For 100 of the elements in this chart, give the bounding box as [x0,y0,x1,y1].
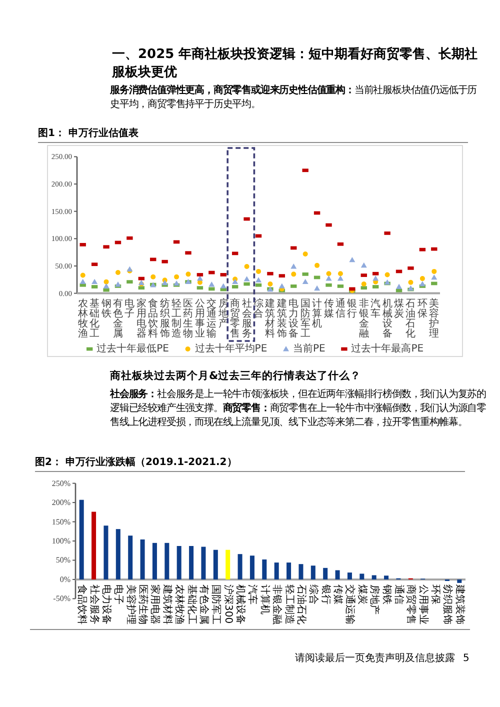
point [162,280,168,286]
chart-title: 图2： 申万行业涨跌幅（2019.1-2021.2） [35,456,465,472]
point [186,272,191,277]
x-tick-label: 美容护理 [428,297,440,340]
bar [286,562,292,580]
x-tick-label: 家用电器 [136,297,146,340]
x-tick-label: 公用事业 [194,297,205,340]
bar [250,556,254,580]
text: 社会服务是上一轮牛市领涨板块，但在近两年涨幅排行榜倒数，我们认为复苏的 [157,389,486,400]
x-tick-label: 环保 [417,298,428,320]
point [431,274,438,280]
x-tick-label: 食品饮料 [76,584,88,624]
x-tick-label: 农林牧渔 [174,584,186,624]
bar [347,572,352,580]
chart-title: 图1： 申万行业估值表 [38,127,468,143]
point [337,276,344,281]
bar [201,546,206,580]
x-tick-label: 综合 [308,584,320,604]
x-tick-label: 银行 [346,298,358,320]
point [174,280,180,286]
x-tick-label: 传媒 [332,584,344,604]
point [150,274,156,280]
point [419,281,426,286]
x-tick-label: 沪深300 [222,584,234,624]
point [408,285,414,291]
point [103,283,110,288]
x-tick-label: 汽车 [370,297,381,320]
y-tick-label: -50% [53,594,71,604]
bar [335,570,340,580]
point [244,276,250,282]
point [80,272,86,278]
x-tick-label: 煤炭 [394,297,404,320]
x-tick-label: 房地产 [368,584,381,614]
x-tick-label: 传媒 [324,298,334,320]
point [268,282,273,287]
text: 售线上化进程受损，而现在线上流量见顶、线下业态等来第二春，拉开零售重构帷幕。 [110,417,468,428]
bar [274,562,279,580]
bar [213,550,218,580]
bar [310,566,316,580]
x-tick-label: 国防军工 [300,298,310,340]
y-tick-label: 100% [52,536,71,546]
x-tick-label: 商贸零售 [230,297,240,340]
bar [176,546,182,580]
text: 服务消费估值弹性更高，商贸零售或迎来历史性估值重构： [110,85,354,96]
x-tick-label: 电子 [124,297,135,320]
legend-label: 当前PE [293,342,326,354]
x-tick-label: 电力设备 [100,584,112,624]
x-tick-label: 纺织服饰 [442,584,454,624]
point [384,272,390,278]
point [302,278,308,284]
x-tick-label: 公用事业 [417,584,430,624]
x-tick-label: 钢铁 [380,583,393,604]
point [408,280,414,285]
bar [238,554,242,580]
text: 当前社服板块估值仍远低于历 [354,85,477,96]
bar [189,546,194,580]
x-tick-label: 非银金融 [271,584,284,624]
x-tick-label: 农林牧渔 [76,298,88,340]
text: 5 [463,653,470,665]
legend-label: 过去十年平均PE [194,342,268,354]
bar [79,500,84,580]
x-tick-label: 通信 [335,297,346,320]
bar [164,542,170,580]
x-tick-label: 交通运输 [344,584,356,624]
bar [152,542,157,580]
x-tick-label: 汽车 [246,584,259,604]
point [220,283,226,288]
x-tick-label: 医药生物 [137,584,150,624]
x-tick-label: 有色金属 [198,584,210,624]
point [114,282,121,287]
y-tick-label: 50% [56,556,71,565]
x-tick-label: 基础化工 [186,584,198,624]
x-tick-label: 交通运输 [206,297,217,340]
text: 史平均，商贸零售持平于历史平均。 [110,99,260,110]
x-tick-label: 钢铁 [100,298,112,320]
point [174,274,180,280]
point [232,278,238,284]
text: 商社板块过去两个月&过去三年的行情表达了什么？ [110,369,362,383]
bar [116,529,120,580]
text: 商贸零售在上一轮牛市中涨幅倒数，我们认为源自零 [270,403,486,414]
x-tick-label: 石油石化 [406,298,416,340]
point [208,282,215,287]
y-tick-label: 0% [60,574,71,584]
x-tick-label: 社会服务 [242,297,252,340]
x-tick-label: 建筑装饰 [276,297,287,340]
text: 商贸零售： [222,403,270,414]
x-tick-label: 环保 [430,584,441,604]
legend-label: 过去十年最低PE [96,342,169,354]
text: 请阅读最后一页免责声明及信息披露 [294,653,455,665]
x-tick-label: 基础化工 [88,297,100,340]
point [104,279,109,284]
bar [323,568,328,580]
bar [262,559,267,580]
point [361,282,366,287]
text: 逻辑已经较难产生强支撑。 [110,403,223,414]
x-tick-label: 煤炭 [356,584,368,604]
x-tick-label: 美容护理 [124,584,137,624]
point [256,268,261,274]
point [432,268,437,274]
bar [298,564,304,580]
